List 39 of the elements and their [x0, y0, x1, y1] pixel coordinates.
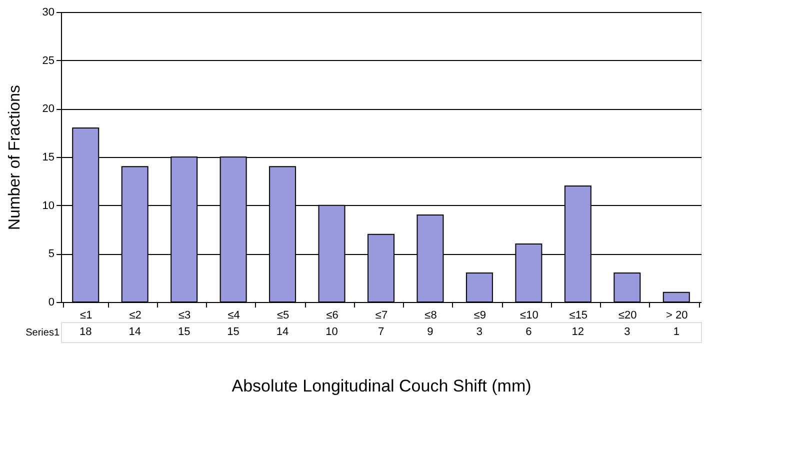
y-tick-label: 25 — [42, 54, 54, 67]
data-label: 9 — [427, 326, 434, 338]
y-tick-label: 30 — [42, 6, 54, 18]
bar — [614, 272, 641, 302]
x-tick-label: ≤1 — [80, 310, 92, 322]
x-tick-label: > 20 — [666, 310, 688, 322]
data-label: 3 — [624, 326, 630, 338]
data-label: 15 — [227, 326, 240, 338]
data-label: 6 — [526, 326, 532, 338]
data-label: 7 — [378, 326, 384, 338]
y-tick-label: 10 — [42, 200, 54, 212]
y-axis-title: Number of Fractions — [6, 85, 24, 230]
x-tick-label: ≤6 — [326, 310, 338, 322]
data-label: 10 — [326, 326, 338, 338]
y-tick-label: 15 — [42, 152, 54, 164]
x-tick-label: ≤3 — [178, 310, 191, 322]
x-axis-title: Absolute Longitudinal Couch Shift (mm) — [232, 376, 532, 396]
data-label: 14 — [276, 326, 289, 338]
x-tick-label: ≤20 — [618, 310, 637, 322]
x-tick-label: ≤2 — [129, 310, 142, 322]
data-label: 18 — [79, 326, 92, 338]
x-tick-label: ≤9 — [474, 310, 486, 322]
bar — [466, 272, 493, 302]
x-tick-label: ≤7 — [375, 310, 388, 322]
x-tick-label: ≤5 — [276, 310, 290, 322]
x-tick-label: ≤15 — [569, 310, 588, 322]
y-tick-label: 5 — [48, 248, 54, 260]
text: Series1 — [26, 328, 60, 338]
data-label: 12 — [572, 326, 584, 338]
x-tick-label: ≤10 — [520, 310, 538, 322]
data-label: 1 — [673, 326, 680, 338]
y-tick-label: 20 — [42, 103, 54, 116]
x-tick-label: ≤8 — [424, 310, 437, 322]
data-label: 14 — [128, 326, 141, 338]
y-tick-label: 0 — [48, 296, 54, 308]
x-tick-label: ≤4 — [228, 310, 240, 322]
bar — [662, 292, 690, 302]
data-label: 3 — [476, 326, 483, 338]
data-label: 15 — [178, 326, 190, 338]
